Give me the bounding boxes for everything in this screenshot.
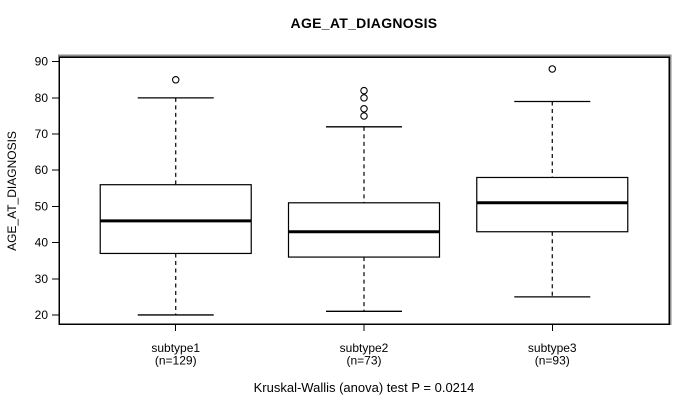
outlier-point-subtype2 xyxy=(360,104,368,113)
stats-caption: Kruskal-Wallis (anova) test P = 0.0214 xyxy=(253,380,475,395)
y-axis-tick-label: 80 xyxy=(35,91,49,105)
box-subtype1 xyxy=(99,184,252,255)
x-tick-sublabel-subtype2: (n=73) xyxy=(346,354,381,368)
x-tick-label-subtype2: subtype2 xyxy=(340,341,389,355)
outlier-point-subtype2 xyxy=(360,94,368,102)
outlier-point-subtype2 xyxy=(360,112,368,120)
chart-title: AGE_AT_DIAGNOSIS xyxy=(290,15,438,31)
outlier-point-subtype3 xyxy=(548,65,557,73)
outlier-point-subtype1 xyxy=(171,76,180,84)
y-axis-tick-label: 30 xyxy=(35,272,49,286)
x-tick-label-subtype3: subtype3 xyxy=(528,341,577,355)
y-axis-tick-label: 50 xyxy=(35,199,49,213)
box-subtype3 xyxy=(476,176,629,233)
box-subtype2 xyxy=(287,202,441,258)
x-tick-sublabel-subtype1: (n=129) xyxy=(155,354,197,368)
y-axis-tick-label: 40 xyxy=(35,236,49,250)
y-axis-tick-label: 60 xyxy=(35,163,49,177)
x-tick-sublabel-subtype3: (n=93) xyxy=(535,354,570,368)
outlier-point-subtype2 xyxy=(360,86,368,95)
y-axis-tick-label: 70 xyxy=(35,127,49,141)
x-tick-label-subtype1: subtype1 xyxy=(151,341,200,355)
y-axis-tick-label: 20 xyxy=(35,308,49,322)
y-axis-tick-label: 90 xyxy=(35,55,49,69)
